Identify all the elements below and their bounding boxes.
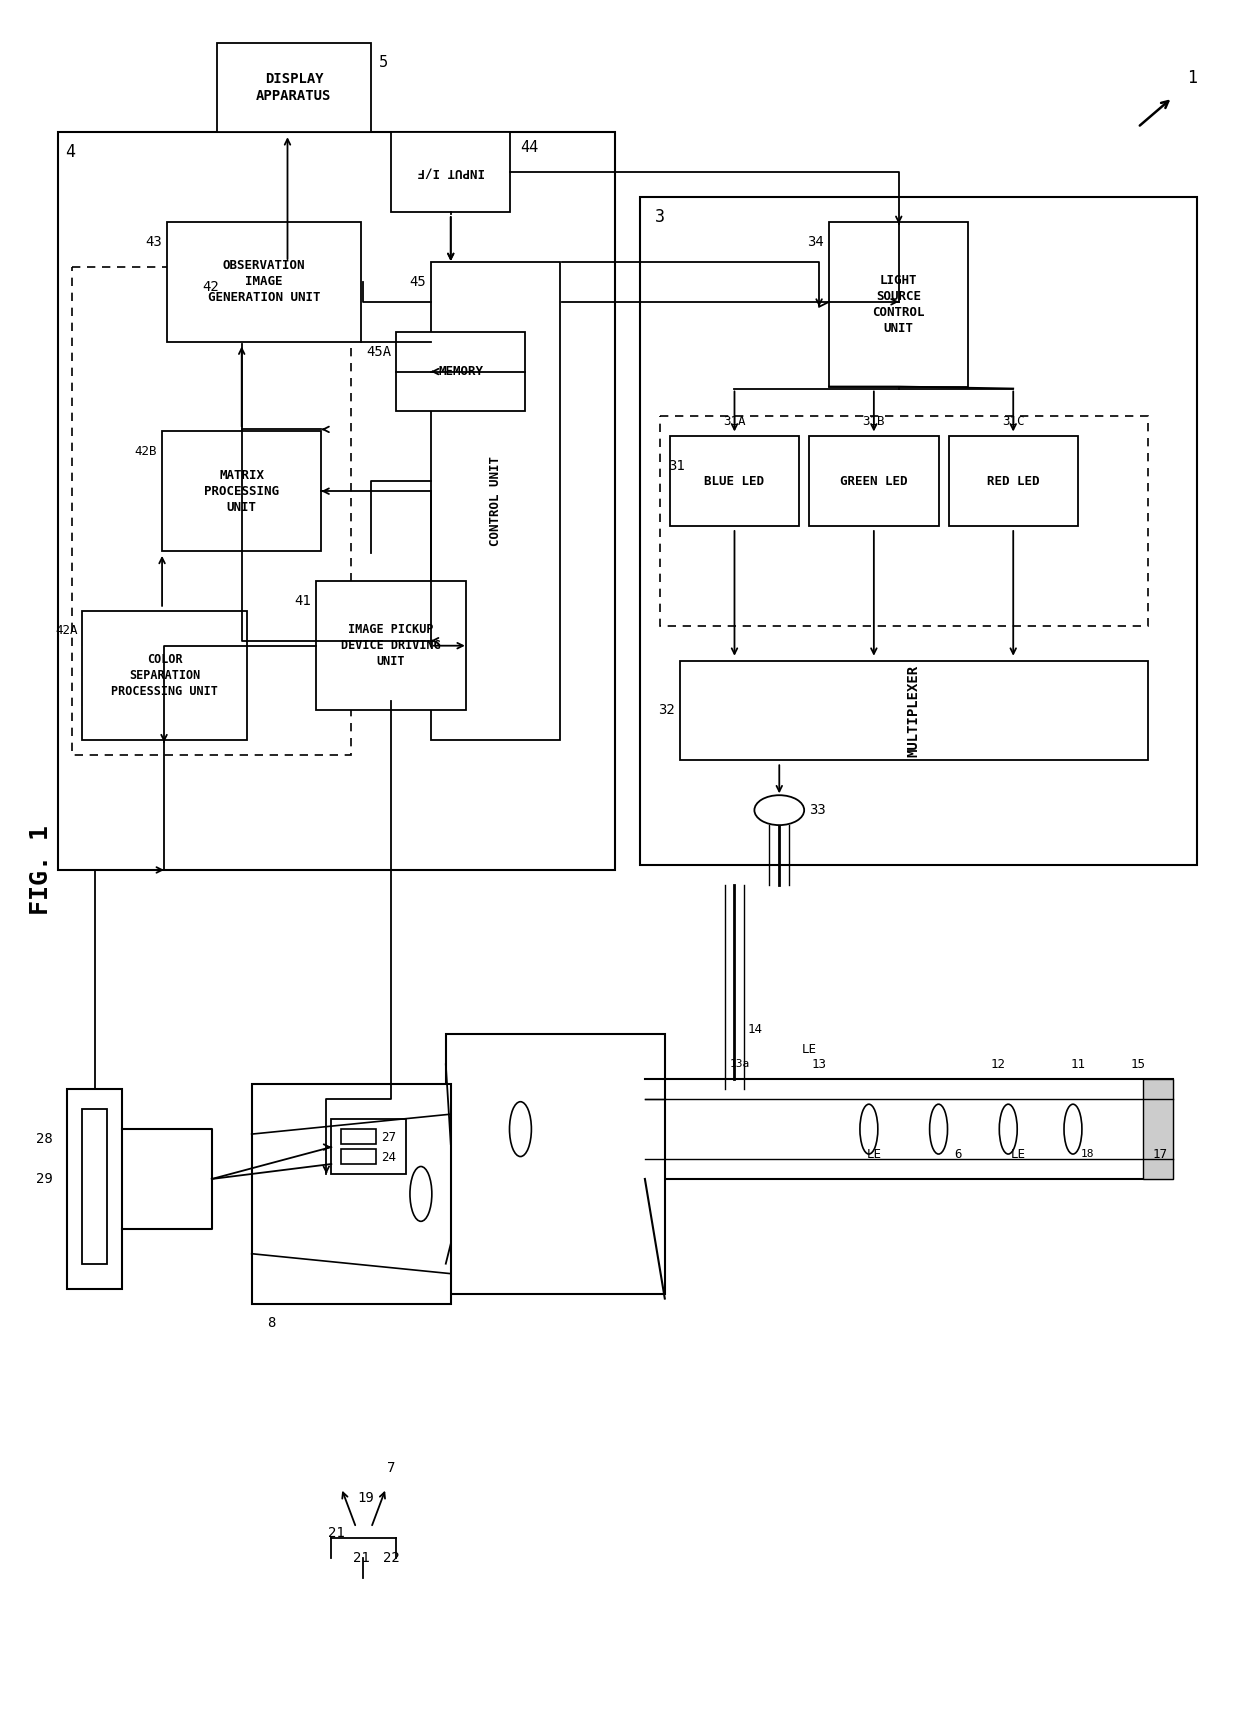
Text: 45: 45 [409,275,425,288]
Ellipse shape [930,1104,947,1154]
Text: 5: 5 [379,55,388,70]
Text: IMAGE PICKUP
DEVICE DRIVING
UNIT: IMAGE PICKUP DEVICE DRIVING UNIT [341,623,441,668]
Text: 27: 27 [381,1130,396,1144]
Text: 31: 31 [668,458,684,474]
Text: 15: 15 [1130,1058,1146,1071]
Bar [217,43,371,132]
Text: INPUT I/F: INPUT I/F [417,167,485,179]
Text: 22: 22 [383,1550,399,1564]
Text: 13a: 13a [729,1059,750,1070]
Text: 42: 42 [202,280,218,294]
Text: 31B: 31B [863,416,885,428]
Text: 24: 24 [381,1150,396,1164]
Text: CONTROL UNIT: CONTROL UNIT [489,457,502,546]
Bar [162,431,321,551]
Text: 17: 17 [1153,1147,1168,1161]
Bar [252,1083,451,1303]
Bar [167,221,361,342]
Text: 1: 1 [1188,69,1198,86]
Text: 28: 28 [36,1132,52,1145]
Text: 14: 14 [748,1023,763,1035]
Bar [810,436,939,525]
Text: LE: LE [1011,1147,1025,1161]
Ellipse shape [410,1166,432,1221]
Text: 21: 21 [327,1526,345,1540]
Text: 12: 12 [991,1058,1006,1071]
Bar [331,1119,405,1174]
Bar [82,1109,108,1264]
Ellipse shape [510,1102,532,1157]
Text: 45A: 45A [366,345,391,359]
Ellipse shape [754,795,805,826]
Text: 18: 18 [1081,1149,1095,1159]
Text: 3: 3 [655,208,665,227]
Text: 6: 6 [955,1147,962,1161]
Text: 43: 43 [145,235,162,249]
Bar [949,436,1078,525]
Bar [341,1130,376,1144]
Bar [645,1080,1173,1180]
Text: 44: 44 [521,139,538,155]
Bar [316,580,466,711]
Text: 42B: 42B [135,445,157,458]
Text: 34: 34 [807,235,825,249]
Text: 42A: 42A [55,625,77,637]
Text: 19: 19 [358,1490,374,1504]
Bar [391,132,511,213]
Bar [660,417,1148,625]
Text: LE: LE [867,1147,882,1161]
Text: 33: 33 [810,804,826,817]
Text: OBSERVATION
IMAGE
GENERATION UNIT: OBSERVATION IMAGE GENERATION UNIT [208,259,320,304]
Text: GREEN LED: GREEN LED [841,474,908,488]
Ellipse shape [1064,1104,1083,1154]
Bar [72,266,351,755]
Text: 13: 13 [812,1058,827,1071]
Text: 7: 7 [387,1461,396,1475]
Text: LE: LE [801,1042,817,1056]
Text: 11: 11 [1070,1058,1085,1071]
Bar [82,611,247,740]
Bar [640,197,1198,865]
Text: MULTIPLEXER: MULTIPLEXER [906,664,920,757]
Ellipse shape [999,1104,1017,1154]
Text: 4: 4 [66,143,76,161]
Text: RED LED: RED LED [987,474,1039,488]
Bar [1142,1080,1173,1180]
Bar [67,1089,123,1288]
Ellipse shape [859,1104,878,1154]
Text: LIGHT
SOURCE
CONTROL
UNIT: LIGHT SOURCE CONTROL UNIT [873,273,925,335]
Text: FIG. 1: FIG. 1 [29,824,52,915]
Bar [670,436,800,525]
Text: 32: 32 [658,704,675,718]
Bar [341,1149,376,1164]
Text: 31A: 31A [723,416,745,428]
Bar [430,263,560,740]
Text: DISPLAY
APPARATUS: DISPLAY APPARATUS [257,72,331,103]
Text: COLOR
SEPARATION
PROCESSING UNIT: COLOR SEPARATION PROCESSING UNIT [112,652,218,699]
Text: MEMORY: MEMORY [438,366,484,378]
Text: BLUE LED: BLUE LED [704,474,765,488]
Bar [396,331,526,412]
Text: 31C: 31C [1002,416,1024,428]
Text: 8: 8 [268,1317,275,1331]
Bar [830,221,968,386]
Text: 41: 41 [295,594,311,608]
Bar [680,661,1148,761]
Text: 21: 21 [353,1550,370,1564]
Text: 29: 29 [36,1173,52,1186]
Text: MATRIX
PROCESSING
UNIT: MATRIX PROCESSING UNIT [205,469,279,513]
Bar [57,132,615,871]
Bar [446,1034,665,1293]
